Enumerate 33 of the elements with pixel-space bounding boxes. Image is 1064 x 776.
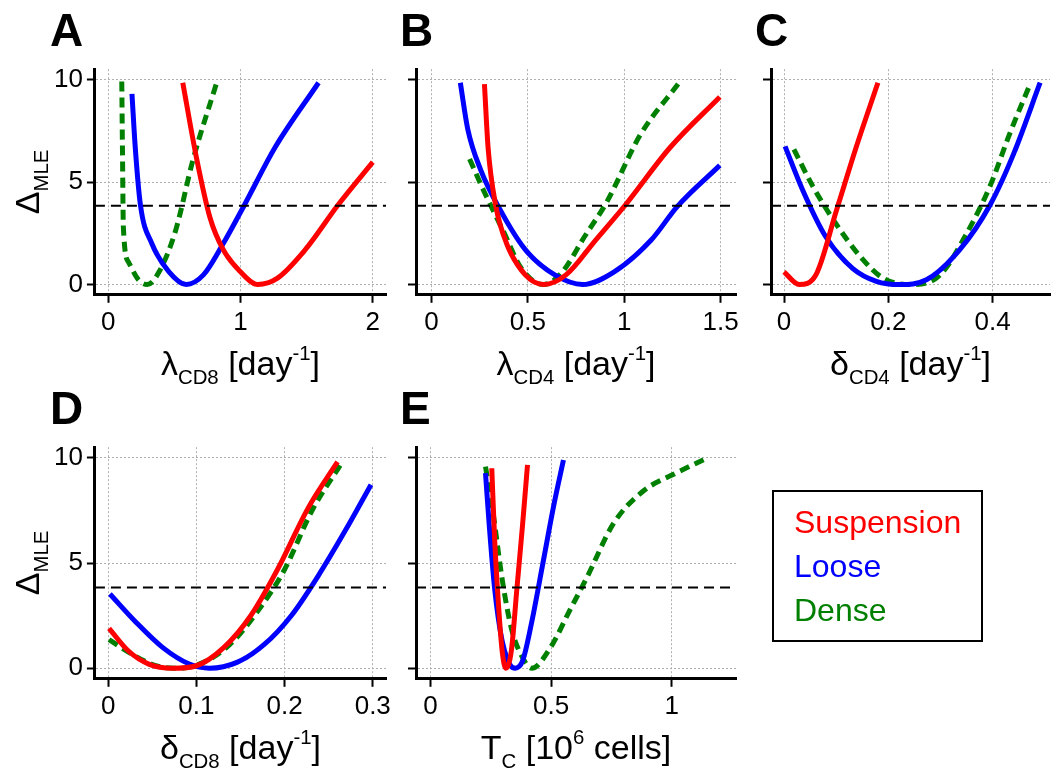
x-tick-label: 1 xyxy=(233,305,248,336)
x-tick-label: 0 xyxy=(100,305,116,336)
x-tick-label: 1 xyxy=(616,305,632,336)
x-tick-label: 0.5 xyxy=(509,305,546,336)
chart-title: E xyxy=(400,382,431,435)
x-tick-label: 1.5 xyxy=(702,305,739,336)
x-tick-label: 1 xyxy=(664,689,680,720)
y-tick-label: 10 xyxy=(54,62,83,93)
y-tick-label: 10 xyxy=(54,440,83,471)
chart-title: C xyxy=(755,4,789,57)
y-tick-label: 5 xyxy=(68,546,83,577)
x-tick-label: 0 xyxy=(100,689,116,720)
x-tick-label: 0 xyxy=(424,305,439,336)
y-tick-label: 0 xyxy=(68,267,83,298)
chart-title: A xyxy=(50,4,84,57)
x-tick-label: 0.4 xyxy=(974,305,1011,336)
x-tick-label: 2 xyxy=(365,305,380,336)
x-tick-label: 0.3 xyxy=(354,689,391,720)
x-tick-label: 0.2 xyxy=(266,689,303,720)
chart-title: B xyxy=(400,4,434,57)
x-tick-label: 0 xyxy=(423,689,438,720)
y-tick-label: 0 xyxy=(68,651,83,682)
x-tick-label: 0 xyxy=(776,305,792,336)
chart-title: D xyxy=(50,382,84,435)
x-tick-label: 0.5 xyxy=(533,689,570,720)
y-tick-label: 5 xyxy=(68,165,83,196)
text: Suspension xyxy=(794,503,962,542)
x-tick-label: 0.2 xyxy=(870,305,907,336)
text: Loose xyxy=(794,547,883,586)
y-axis-title: ΔMLE xyxy=(8,530,52,596)
y-axis-title: ΔMLE xyxy=(8,149,52,215)
x-tick-label: 0.1 xyxy=(178,689,215,720)
text: Dense xyxy=(794,591,888,630)
